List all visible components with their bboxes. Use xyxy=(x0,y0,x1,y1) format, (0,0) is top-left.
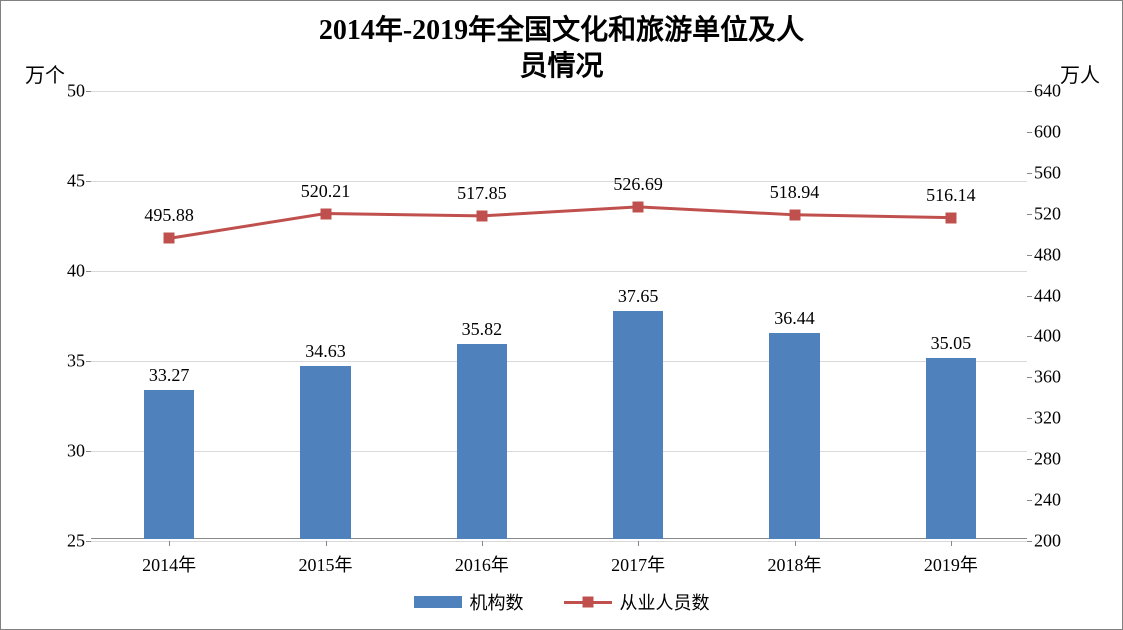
x-category-label: 2016年 xyxy=(455,551,509,577)
tick-mark xyxy=(1027,255,1032,256)
y-tick-right: 640 xyxy=(1034,81,1084,102)
x-axis-line xyxy=(91,538,1027,539)
tick-mark xyxy=(86,181,91,182)
legend-swatch-bar xyxy=(414,596,462,608)
y-tick-left: 30 xyxy=(35,441,85,462)
tick-mark xyxy=(86,451,91,452)
bar-value-label: 34.63 xyxy=(305,341,346,362)
y-tick-right: 480 xyxy=(1034,244,1084,265)
y-tick-right: 520 xyxy=(1034,203,1084,224)
x-category-label: 2019年 xyxy=(924,551,978,577)
title-line-2: 员情况 xyxy=(519,51,603,82)
tick-mark xyxy=(1027,214,1032,215)
legend: 机构数 从业人员数 xyxy=(1,589,1122,615)
legend-swatch-line xyxy=(564,596,612,608)
tick-mark xyxy=(86,271,91,272)
legend-marker xyxy=(582,597,593,608)
bar-value-label: 37.65 xyxy=(618,286,659,307)
y-tick-left: 40 xyxy=(35,261,85,282)
y-tick-left: 50 xyxy=(35,81,85,102)
bar-value-label: 35.82 xyxy=(462,319,503,340)
line-marker xyxy=(633,201,644,212)
tick-mark xyxy=(86,541,91,542)
legend-item-line: 从业人员数 xyxy=(564,589,710,615)
chart-title: 2014年-2019年全国文化和旅游单位及人 员情况 xyxy=(1,13,1122,86)
x-category-label: 2015年 xyxy=(299,551,353,577)
tick-mark xyxy=(638,541,639,546)
y-tick-right: 440 xyxy=(1034,285,1084,306)
line-marker xyxy=(945,212,956,223)
bar-value-label: 35.05 xyxy=(931,333,972,354)
legend-item-bars: 机构数 xyxy=(414,589,524,615)
gridline xyxy=(91,181,1027,182)
x-category-label: 2018年 xyxy=(768,551,822,577)
y-tick-left: 45 xyxy=(35,171,85,192)
bar xyxy=(300,366,350,539)
y-tick-right: 560 xyxy=(1034,162,1084,183)
bar-value-label: 36.44 xyxy=(774,308,815,329)
line-value-label: 520.21 xyxy=(301,181,351,202)
tick-mark xyxy=(1027,377,1032,378)
line-value-label: 516.14 xyxy=(926,185,976,206)
gridline xyxy=(91,91,1027,92)
y-tick-right: 360 xyxy=(1034,367,1084,388)
tick-mark xyxy=(169,541,170,546)
y-tick-right: 600 xyxy=(1034,121,1084,142)
line-value-label: 495.88 xyxy=(144,205,194,226)
tick-mark xyxy=(795,541,796,546)
tick-mark xyxy=(86,91,91,92)
bar xyxy=(769,333,819,539)
bar xyxy=(457,344,507,539)
tick-mark xyxy=(1027,173,1032,174)
tick-mark xyxy=(86,361,91,362)
line-marker xyxy=(789,209,800,220)
x-category-label: 2014年 xyxy=(142,551,196,577)
line-value-label: 518.94 xyxy=(770,182,820,203)
bar xyxy=(926,358,976,539)
tick-mark xyxy=(1027,296,1032,297)
tick-mark xyxy=(1027,336,1032,337)
tick-mark xyxy=(1027,500,1032,501)
line-marker xyxy=(320,208,331,219)
y-tick-right: 280 xyxy=(1034,449,1084,470)
bar xyxy=(613,311,663,539)
y-tick-left: 35 xyxy=(35,351,85,372)
y-tick-right: 400 xyxy=(1034,326,1084,347)
legend-label-bars: 机构数 xyxy=(470,589,524,615)
tick-mark xyxy=(951,541,952,546)
plot-area: 33.27 34.63 35.82 37.65 36.44 35.05 495.88 520.… xyxy=(91,91,1027,539)
bar-value-label: 33.27 xyxy=(149,365,190,386)
gridline xyxy=(91,361,1027,362)
y-tick-right: 200 xyxy=(1034,531,1084,552)
gridline xyxy=(91,541,1027,542)
line-value-label: 526.69 xyxy=(613,174,663,195)
line-marker xyxy=(164,233,175,244)
tick-mark xyxy=(1027,541,1032,542)
legend-label-line: 从业人员数 xyxy=(620,589,710,615)
line-series-svg xyxy=(91,91,1029,541)
line-value-label: 517.85 xyxy=(457,183,507,204)
tick-mark xyxy=(326,541,327,546)
chart-container: 2014年-2019年全国文化和旅游单位及人 员情况 万个 万人 33.2734… xyxy=(0,0,1123,630)
y-tick-left: 25 xyxy=(35,531,85,552)
tick-mark xyxy=(482,541,483,546)
gridline xyxy=(91,451,1027,452)
bar xyxy=(144,390,194,539)
tick-mark xyxy=(1027,418,1032,419)
title-line-1: 2014年-2019年全国文化和旅游单位及人 xyxy=(319,15,804,46)
tick-mark xyxy=(1027,459,1032,460)
gridline xyxy=(91,271,1027,272)
y-tick-right: 240 xyxy=(1034,490,1084,511)
tick-mark xyxy=(1027,91,1032,92)
tick-mark xyxy=(1027,132,1032,133)
line-marker xyxy=(476,210,487,221)
y-tick-right: 320 xyxy=(1034,408,1084,429)
x-category-label: 2017年 xyxy=(611,551,665,577)
line-path xyxy=(169,207,951,239)
